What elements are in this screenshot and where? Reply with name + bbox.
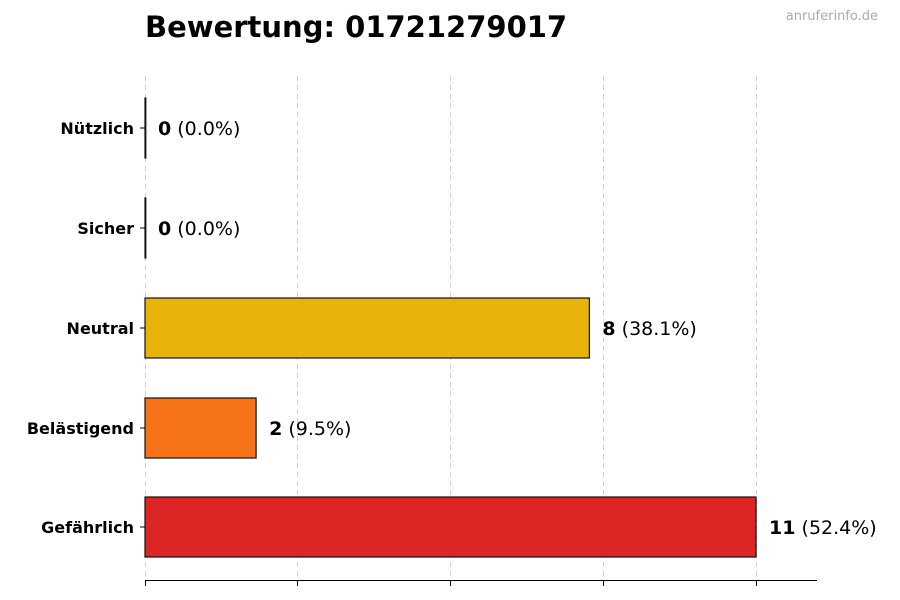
bar-row: Neutral 8 (38.1%) — [67, 297, 697, 359]
chart-title: Bewertung: 01721279017 — [145, 10, 568, 44]
category-label: Nützlich — [60, 119, 134, 138]
value-label: 0 (0.0%) — [158, 118, 240, 140]
category-label: Neutral — [67, 319, 134, 338]
value-label: 0 (0.0%) — [158, 218, 240, 240]
bar — [144, 397, 257, 459]
bar — [144, 297, 590, 359]
bar-row: Sicher 0 (0.0%) — [77, 197, 240, 259]
bar — [144, 97, 147, 159]
bar-row: Nützlich 0 (0.0%) — [60, 97, 240, 159]
watermark: anruferinfo.de — [785, 9, 878, 24]
bars: Nützlich 0 (0.0%) Sicher 0 (0.0%) Neutral 8 (… — [27, 97, 877, 558]
value-label: 8 (38.1%) — [602, 318, 696, 340]
category-label: Sicher — [77, 219, 134, 238]
category-label: Gefährlich — [41, 518, 134, 537]
value-label: 2 (9.5%) — [269, 418, 351, 440]
category-label: Belästigend — [27, 419, 134, 438]
value-label: 11 (52.4%) — [769, 517, 877, 539]
bar-row: Gefährlich 11 (52.4%) — [41, 496, 877, 558]
bar — [144, 197, 147, 259]
bar-row: Belästigend 2 (9.5%) — [27, 397, 351, 459]
x-axis — [145, 580, 817, 586]
bar — [144, 496, 757, 558]
